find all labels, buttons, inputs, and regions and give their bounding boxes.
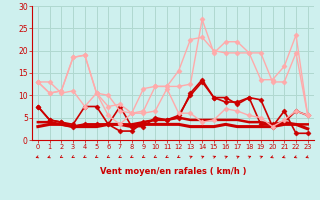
X-axis label: Vent moyen/en rafales ( km/h ): Vent moyen/en rafales ( km/h ) — [100, 167, 246, 176]
